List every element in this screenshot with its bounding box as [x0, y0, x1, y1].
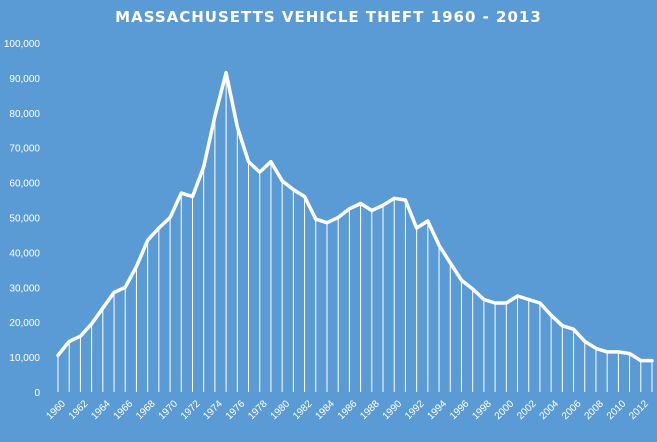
drop-lines: [57, 72, 653, 392]
x-tick-label: 1994: [426, 398, 450, 422]
x-tick-label: 1976: [224, 398, 248, 422]
x-tick-label: 1992: [403, 398, 427, 422]
y-tick-label: 80,000: [9, 109, 40, 120]
x-tick-label: 1972: [179, 398, 203, 422]
y-axis-ticks: 0 10,000 20,000 30,000 40,000 50,000 60,000 70,…: [4, 39, 41, 399]
x-tick-label: 2012: [627, 398, 651, 422]
y-tick-label: 70,000: [9, 144, 40, 155]
x-tick-label: 1984: [313, 398, 337, 422]
x-tick-label: 2008: [582, 398, 606, 422]
x-tick-label: 1962: [67, 398, 91, 422]
x-tick-label: 1974: [201, 398, 225, 422]
x-tick-label: 1988: [358, 398, 382, 422]
x-tick-label: 1966: [112, 398, 136, 422]
chart-title: MASSACHUSETTS VEHICLE THEFT 1960 - 2013: [115, 8, 542, 26]
x-tick-label: 2000: [493, 398, 517, 422]
x-axis-ticks: 1960196219641966196819701972197419761978…: [44, 398, 651, 422]
x-tick-label: 2002: [515, 398, 539, 422]
x-tick-label: 1964: [89, 398, 113, 422]
x-tick-label: 1990: [381, 398, 405, 422]
y-tick-label: 50,000: [9, 214, 40, 225]
y-tick-label: 100,000: [4, 39, 41, 50]
y-tick-label: 40,000: [9, 248, 40, 259]
x-tick-label: 1986: [336, 398, 360, 422]
x-tick-label: 1996: [448, 398, 472, 422]
y-tick-label: 30,000: [9, 283, 40, 294]
x-tick-label: 2006: [560, 398, 584, 422]
series-line: [56, 70, 654, 363]
x-tick-label: 1998: [470, 398, 494, 422]
x-tick-label: 1982: [291, 398, 315, 422]
y-tick-label: 60,000: [9, 179, 40, 190]
y-tick-label: 20,000: [9, 318, 40, 329]
x-tick-label: 2010: [605, 398, 629, 422]
y-tick-label: 10,000: [9, 353, 40, 364]
x-tick-label: 2004: [538, 398, 562, 422]
y-tick-label: 0: [34, 388, 40, 399]
series-group: [56, 70, 654, 363]
x-tick-label: 1970: [157, 398, 181, 422]
x-tick-label: 1968: [134, 398, 158, 422]
y-tick-label: 90,000: [9, 74, 40, 85]
x-tick-label: 1978: [246, 398, 270, 422]
x-tick-label: 1980: [269, 398, 293, 422]
x-tick-label: 1960: [44, 398, 68, 422]
